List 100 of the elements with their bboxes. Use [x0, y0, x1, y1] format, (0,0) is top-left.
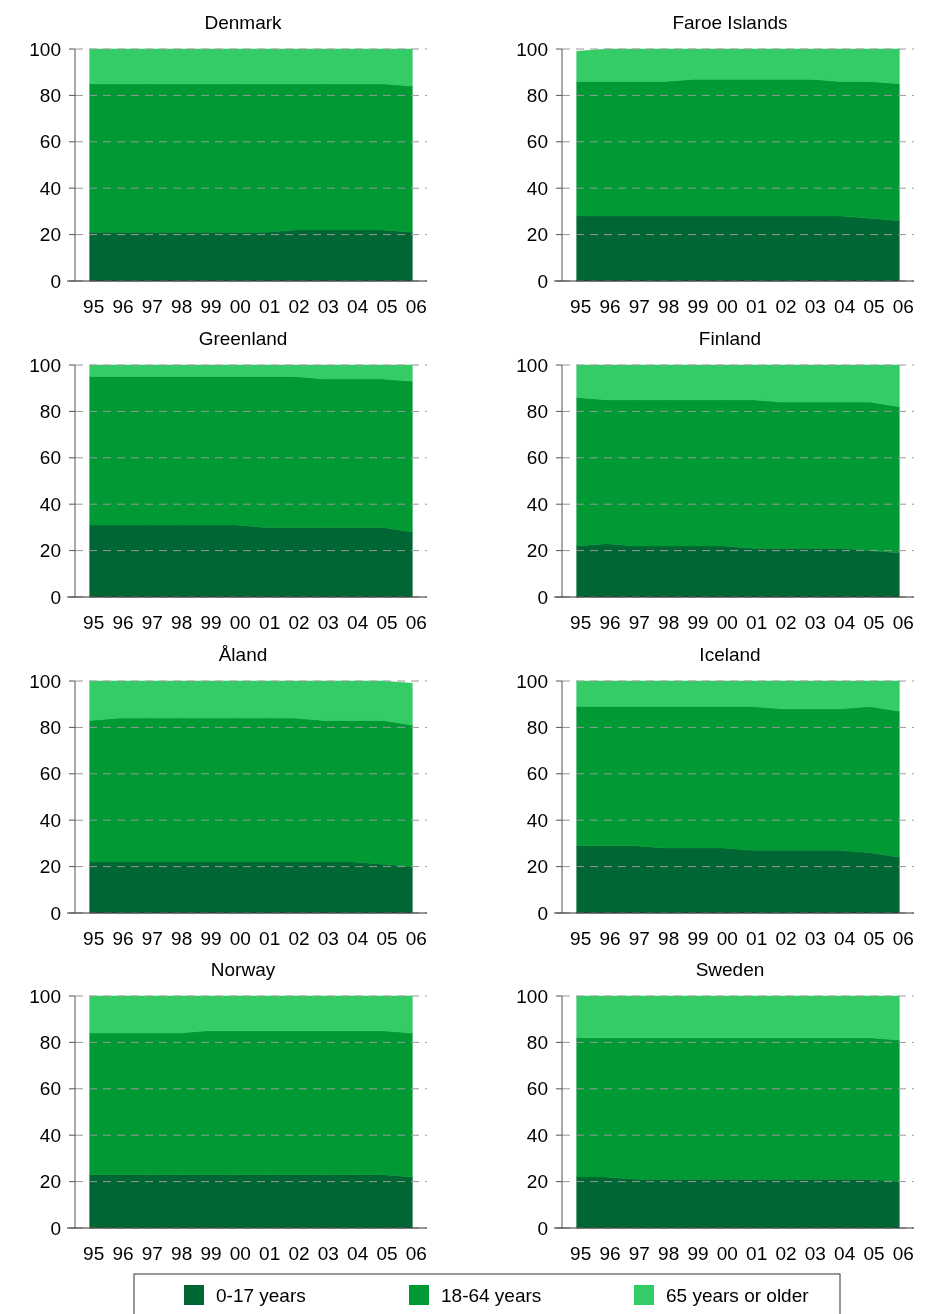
x-tick-label: 05: [863, 928, 885, 949]
x-tick-label: 05: [376, 612, 398, 633]
x-tick-label: 02: [775, 612, 797, 633]
x-tick-label: 97: [628, 1243, 650, 1264]
y-tick-label: 20: [39, 540, 61, 562]
x-tick-label: 96: [599, 296, 621, 317]
x-tick-label: 06: [405, 296, 427, 317]
x-tick-label: 99: [200, 928, 222, 949]
x-tick-label: 95: [570, 1243, 592, 1264]
x-tick-label: 04: [347, 928, 369, 949]
x-tick-label: 97: [628, 296, 650, 317]
y-tick-label: 40: [526, 493, 548, 515]
x-tick-label: 05: [863, 612, 885, 633]
x-tick-label: 03: [317, 612, 339, 633]
x-tick-label: 05: [376, 928, 398, 949]
x-tick-label: 01: [259, 612, 281, 633]
y-tick-label: 60: [526, 1078, 548, 1100]
chart-title: Faroe Islands: [672, 12, 788, 33]
x-tick-label: 01: [746, 612, 768, 633]
x-tick-label: 03: [317, 928, 339, 949]
x-tick-label: 04: [834, 612, 856, 633]
x-tick-label: 04: [347, 296, 369, 317]
y-tick-label: 100: [29, 670, 61, 692]
x-tick-label: 99: [687, 1243, 709, 1264]
x-tick-label: 03: [804, 1243, 826, 1264]
x-tick-label: 00: [229, 1243, 251, 1264]
y-tick-label: 80: [39, 401, 61, 423]
chart-title: Norway: [210, 959, 276, 980]
y-tick-label: 60: [526, 447, 548, 469]
x-tick-label: 96: [599, 1243, 621, 1264]
x-tick-label: 97: [141, 612, 163, 633]
x-tick-label: 06: [405, 612, 427, 633]
x-tick-label: 06: [892, 296, 914, 317]
x-tick-label: 05: [376, 1243, 398, 1264]
y-tick-label: 20: [39, 856, 61, 878]
x-tick-label: 06: [892, 928, 914, 949]
chart-title: Greenland: [198, 328, 288, 349]
chart-title: Finland: [698, 328, 762, 349]
x-tick-label: 98: [658, 612, 680, 633]
x-tick-label: 98: [171, 612, 193, 633]
x-tick-label: 06: [405, 1243, 427, 1264]
y-tick-label: 0: [537, 586, 548, 608]
y-tick-label: 100: [516, 985, 548, 1007]
y-tick-label: 100: [29, 38, 61, 60]
y-tick-label: 40: [39, 177, 61, 199]
y-tick-label: 40: [526, 177, 548, 199]
x-tick-label: 06: [892, 1243, 914, 1264]
chart-title: Sweden: [695, 959, 765, 980]
y-tick-label: 80: [526, 717, 548, 739]
x-tick-label: 98: [171, 928, 193, 949]
x-tick-label: 04: [834, 928, 856, 949]
y-tick-label: 40: [39, 493, 61, 515]
x-tick-label: 99: [200, 612, 222, 633]
x-tick-label: 03: [804, 296, 826, 317]
x-tick-label: 00: [716, 296, 738, 317]
x-tick-label: 00: [229, 296, 251, 317]
y-tick-label: 80: [39, 85, 61, 107]
y-tick-label: 0: [50, 902, 61, 924]
y-tick-label: 40: [39, 809, 61, 831]
x-tick-label: 99: [200, 296, 222, 317]
x-tick-label: 95: [83, 296, 105, 317]
y-tick-label: 80: [526, 85, 548, 107]
x-tick-label: 99: [200, 1243, 222, 1264]
x-tick-label: 98: [171, 1243, 193, 1264]
x-tick-label: 96: [599, 612, 621, 633]
y-tick-label: 60: [39, 131, 61, 153]
x-tick-label: 03: [317, 1243, 339, 1264]
y-tick-label: 20: [526, 1171, 548, 1193]
x-tick-label: 06: [892, 612, 914, 633]
y-tick-label: 0: [537, 902, 548, 924]
y-tick-label: 0: [50, 1217, 61, 1239]
y-tick-label: 40: [526, 809, 548, 831]
x-tick-label: 01: [259, 1243, 281, 1264]
y-tick-label: 20: [526, 540, 548, 562]
x-tick-label: 98: [171, 296, 193, 317]
x-tick-label: 99: [687, 928, 709, 949]
y-tick-label: 60: [526, 763, 548, 785]
x-tick-label: 06: [405, 928, 427, 949]
x-tick-label: 96: [112, 612, 134, 633]
x-tick-label: 99: [687, 612, 709, 633]
y-tick-label: 20: [526, 856, 548, 878]
y-tick-label: 0: [50, 270, 61, 292]
x-tick-label: 97: [628, 612, 650, 633]
x-tick-label: 98: [658, 1243, 680, 1264]
y-tick-label: 100: [29, 985, 61, 1007]
x-tick-label: 01: [746, 296, 768, 317]
y-tick-label: 20: [526, 224, 548, 246]
x-tick-label: 97: [141, 928, 163, 949]
x-tick-label: 97: [141, 296, 163, 317]
x-tick-label: 02: [288, 296, 310, 317]
x-tick-label: 05: [863, 1243, 885, 1264]
x-tick-label: 95: [570, 612, 592, 633]
y-tick-label: 0: [537, 1217, 548, 1239]
x-tick-label: 02: [775, 296, 797, 317]
y-tick-label: 80: [39, 717, 61, 739]
x-tick-label: 02: [288, 1243, 310, 1264]
x-tick-label: 04: [347, 1243, 369, 1264]
legend-label: 65 years or older: [666, 1284, 810, 1306]
y-tick-label: 40: [39, 1124, 61, 1146]
x-tick-label: 01: [746, 928, 768, 949]
